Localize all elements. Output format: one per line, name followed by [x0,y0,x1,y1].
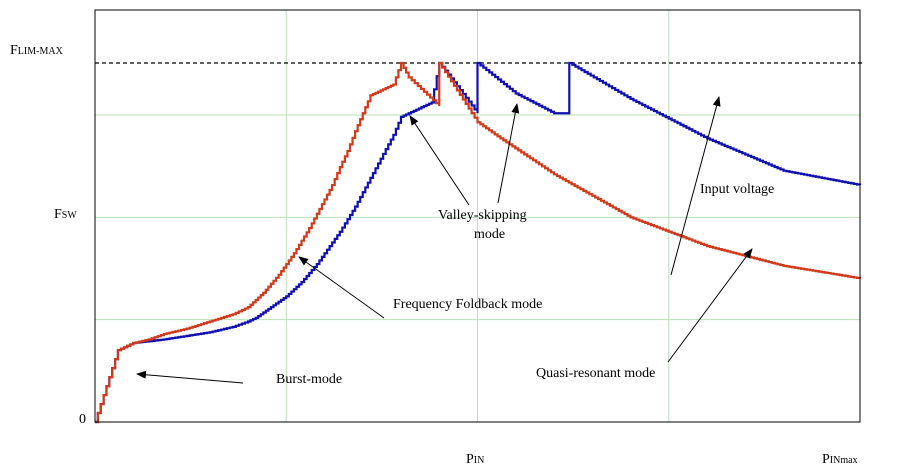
annotation-arrows [136,96,753,384]
arrow-valley-skipping-1 [409,115,470,206]
arrow-valley-skipping-2 [497,103,520,204]
arrow-input-voltage [670,96,721,276]
y-tick-flim-max: FLIM-MAX [10,43,63,58]
annotation-quasi-resonant: Quasi-resonant mode [536,366,656,381]
arrow-burst-mode [136,370,244,384]
plot-frame [94,9,861,423]
annotation-valley-skipping-mode: mode [474,227,506,242]
x-tick-pinmax: PINmax [822,452,858,467]
arrow-quasi-resonant [667,248,753,363]
series-line-blue [95,61,862,424]
y-tick-fsw: FSW [54,207,77,222]
annotation-input-voltage: Input voltage [700,182,775,197]
annotation-burst-mode: Burst-mode [276,372,343,387]
annotation-valley-skipping: Valley-skipping [438,208,527,223]
arrow-frequency-foldback [298,256,385,319]
y-tick-zero: 0 [79,412,86,427]
x-tick-pin: PIN [466,452,485,467]
series-line-red [95,61,862,424]
annotation-frequency-foldback: Frequency Foldback mode [393,297,543,312]
